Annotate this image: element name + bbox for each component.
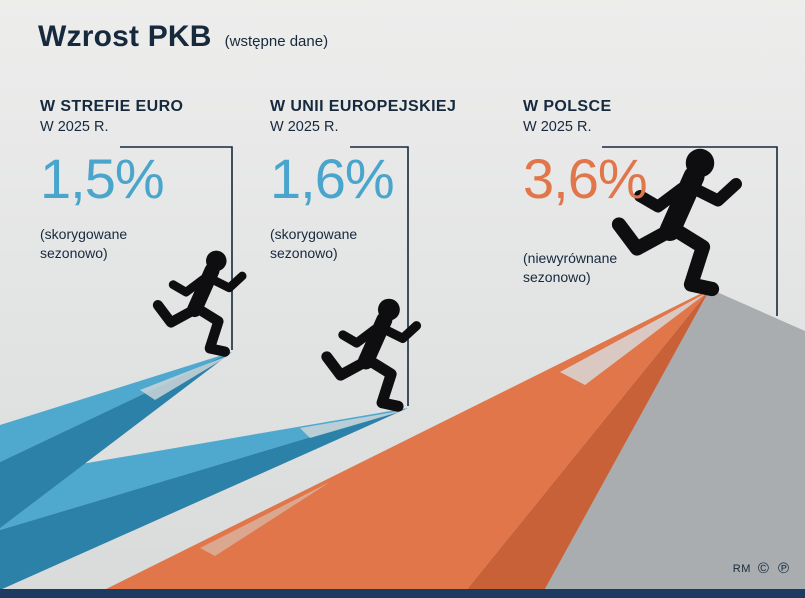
page-title: Wzrost PKB <box>38 20 212 53</box>
footer: RM © ℗ <box>733 560 791 577</box>
stat-region-label: W UNII EUROPEJSKIEJ <box>270 98 457 115</box>
stat-value: 3,6% <box>523 147 648 211</box>
stat-value: 1,6% <box>270 147 395 211</box>
stat-note: (skorygowane sezonowo) <box>40 226 128 262</box>
stat-value: 1,5% <box>40 147 165 211</box>
header: Wzrost PKB (wstępne dane) <box>38 20 328 54</box>
leader-line-eu <box>350 146 409 406</box>
stat-note: (skorygowane sezonowo) <box>270 226 358 262</box>
euro-ramp-streak <box>140 355 230 400</box>
page-subtitle: (wstępne dane) <box>224 33 329 50</box>
copyright-icon: © <box>757 560 771 577</box>
credit-text: RM <box>732 562 751 575</box>
stat-region-label: W POLSCE <box>523 98 612 115</box>
leader-line-poland <box>602 146 778 316</box>
runner-icon-eu <box>327 299 417 407</box>
runner-icon-euro <box>158 251 242 352</box>
gray-ground-shape <box>540 289 805 598</box>
phonogram-icon: ℗ <box>777 560 791 577</box>
stat-poland: W POLSCE W 2025 R. 3,6% (niewyrównane se… <box>523 98 669 287</box>
stat-note: (niewyrównane sezonowo) <box>523 250 618 286</box>
poland-ramp-shape <box>88 289 710 598</box>
stat-period-label: W 2025 R. <box>40 119 109 136</box>
bottom-bar <box>0 589 805 598</box>
poland-ramp-streak <box>560 292 708 385</box>
eu-ramp-streak <box>300 410 406 438</box>
stat-period-label: W 2025 R. <box>523 119 592 136</box>
stat-period-label: W 2025 R. <box>270 119 339 136</box>
eu-ramp-shadow-face <box>0 408 408 590</box>
euro-ramp-shadow-face <box>0 352 232 528</box>
stat-region-label: W STREFIE EURO <box>40 98 184 115</box>
stat-euro-zone: W STREFIE EURO W 2025 R. 1,5% (skorygowa… <box>40 98 183 263</box>
stat-european-union: W UNII EUROPEJSKIEJ W 2025 R. 1,6% (skor… <box>270 98 456 263</box>
poland-ramp-streak-low <box>200 482 330 556</box>
